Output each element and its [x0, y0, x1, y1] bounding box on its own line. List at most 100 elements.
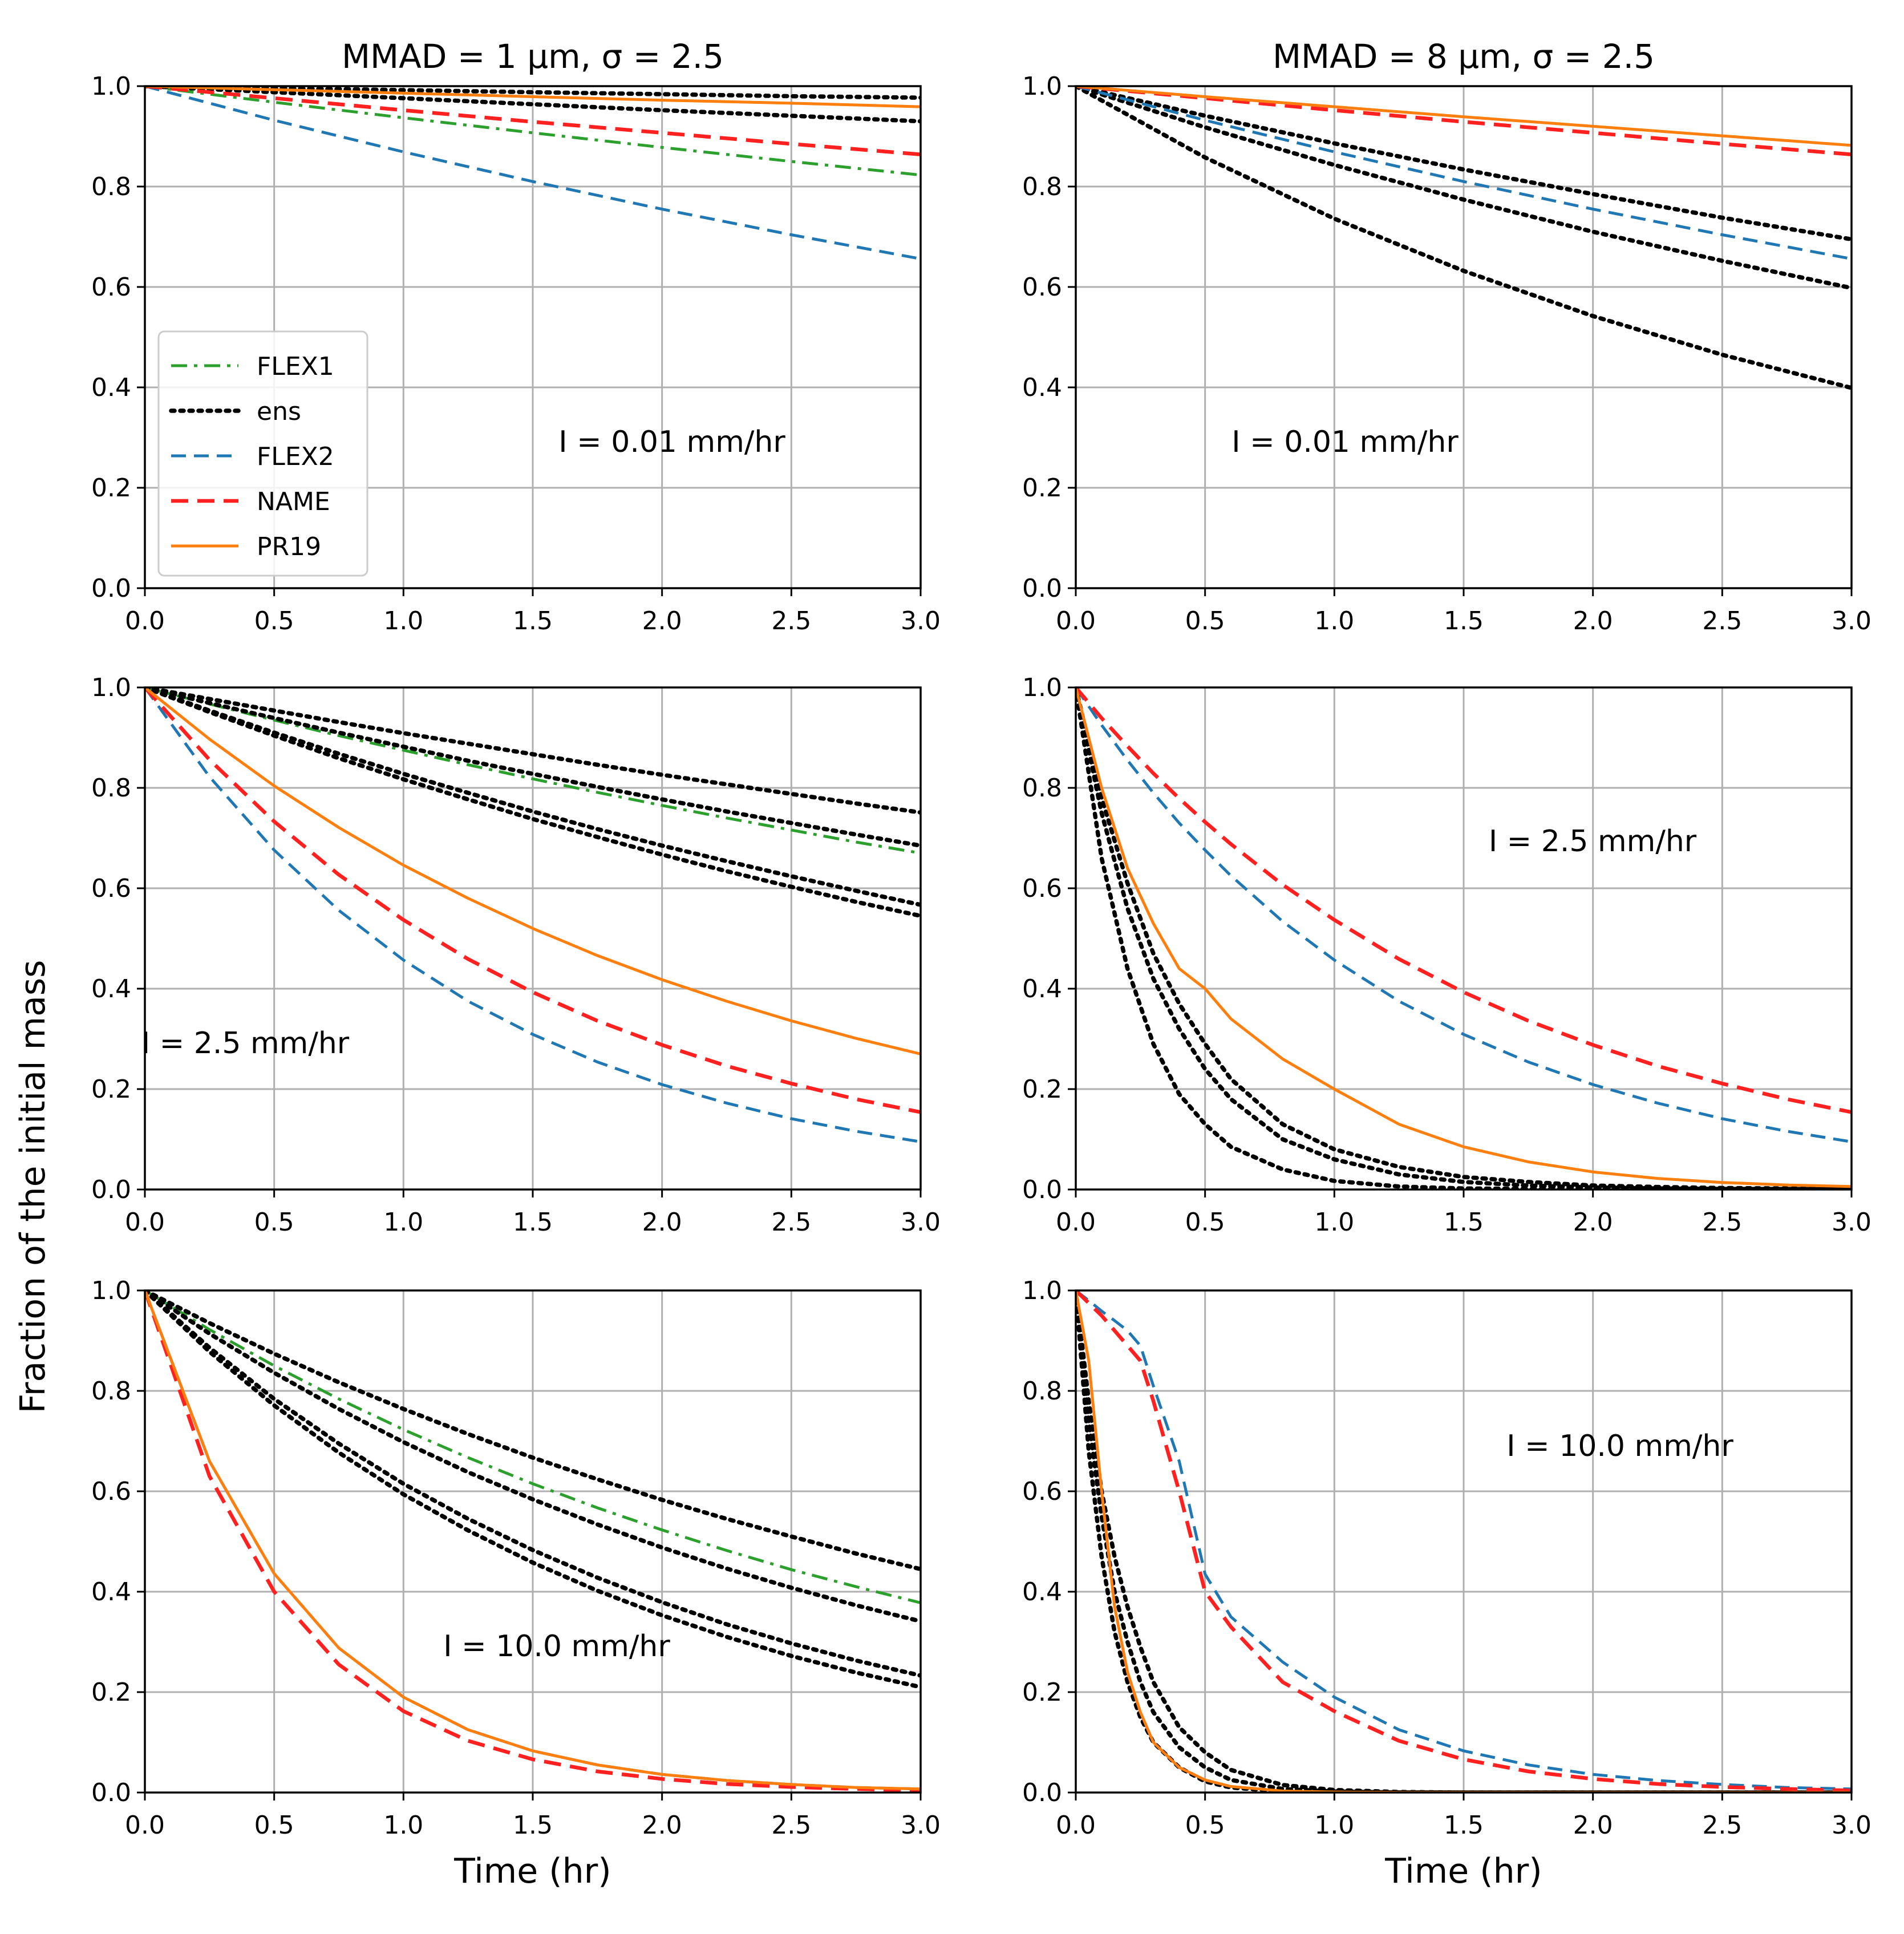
- series-line-pr19: [1076, 687, 1852, 1188]
- panel-r2-c2: 0.0 0.5 1.0 1.5 2.0 2.5 3.0 0.0 0.2 0.4 0.6 0.8 1.0 I…: [1022, 673, 1871, 1237]
- y-tick-label: 0.8: [1022, 172, 1062, 201]
- y-tick-label: 0.2: [1022, 474, 1062, 503]
- x-tick-label: 1.5: [1444, 1208, 1484, 1237]
- x-tick-label: 0.0: [125, 1811, 165, 1840]
- x-tick-label: 0.5: [1185, 1208, 1225, 1237]
- series-line-ens: [1076, 687, 1852, 1189]
- x-tick-label: 0.5: [1185, 1811, 1225, 1840]
- x-tick-label: 1.0: [1314, 606, 1354, 636]
- y-tick-label: 0.8: [91, 172, 131, 201]
- x-tick-label: 1.5: [1444, 606, 1484, 636]
- x-tick-label: 1.0: [1314, 1811, 1354, 1840]
- intensity-annotation: I = 10.0 mm/hr: [1506, 1429, 1733, 1463]
- series-line-ens: [145, 687, 921, 907]
- series-line-flex2: [1076, 1290, 1852, 1791]
- intensity-annotation: I = 0.01 mm/hr: [1231, 425, 1459, 459]
- y-tick-label: 0.6: [91, 273, 131, 302]
- y-tick-label: 0.6: [91, 1477, 131, 1506]
- x-tick-label: 1.0: [383, 606, 423, 636]
- panel-r1-c1: 0.0 0.5 1.0 1.5 2.0 2.5 3.0 0.0 0.2 0.4 0.6 0.8 1.0 M…: [91, 37, 941, 636]
- x-tick-label: 2.0: [1573, 1811, 1613, 1840]
- x-tick-label: 0.5: [254, 1208, 294, 1237]
- intensity-annotation: I = 2.5 mm/hr: [1489, 824, 1697, 859]
- x-tick-label: 1.5: [513, 1208, 553, 1237]
- y-tick-label: 0.2: [1022, 1075, 1062, 1104]
- x-tick-label: 2.0: [642, 606, 682, 636]
- y-tick-label: 0.2: [91, 1678, 131, 1707]
- panel-title: MMAD = 1 μm, σ = 2.5: [342, 37, 724, 76]
- series-line-ens: [145, 687, 921, 815]
- series-line-ens: [145, 687, 921, 919]
- y-tick-label: 0.0: [91, 1175, 131, 1204]
- y-tick-label: 0.4: [1022, 373, 1062, 402]
- x-tick-label: 0.0: [1056, 1811, 1096, 1840]
- panel-r2-c1: 0.0 0.5 1.0 1.5 2.0 2.5 3.0 0.0 0.2 0.4 0.6 0.8 1.0 I…: [91, 673, 941, 1237]
- series-line-ens: [145, 86, 921, 124]
- series-line-name: [145, 687, 921, 1114]
- y-tick-label: 0.4: [1022, 974, 1062, 1004]
- y-tick-label: 1.0: [91, 72, 131, 101]
- series-line-ens: [145, 1290, 921, 1689]
- x-axis-label: Time (hr): [1384, 1851, 1542, 1891]
- y-tick-label: 0.6: [91, 874, 131, 903]
- x-tick-label: 2.5: [1702, 1811, 1742, 1840]
- x-tick-label: 2.0: [642, 1208, 682, 1237]
- x-tick-label: 1.0: [383, 1208, 423, 1237]
- x-tick-label: 3.0: [1832, 1208, 1871, 1237]
- series-line-flex2: [1076, 687, 1852, 1143]
- y-tick-label: 0.4: [91, 1577, 131, 1607]
- series-line-pr19: [145, 1290, 921, 1791]
- y-tick-label: 0.4: [1022, 1577, 1062, 1607]
- x-tick-label: 3.0: [1832, 606, 1871, 636]
- y-tick-label: 0.8: [1022, 1377, 1062, 1406]
- y-tick-label: 0.2: [91, 474, 131, 503]
- y-tick-label: 1.0: [91, 1276, 131, 1305]
- x-tick-label: 1.0: [1314, 1208, 1354, 1237]
- series-line-flex2: [1076, 86, 1852, 261]
- y-tick-label: 0.2: [1022, 1678, 1062, 1707]
- panel-title: MMAD = 8 μm, σ = 2.5: [1273, 37, 1655, 76]
- series-line-ens: [1076, 1290, 1852, 1793]
- x-tick-label: 2.5: [771, 1811, 811, 1840]
- series-line-ens: [1076, 86, 1852, 242]
- y-tick-label: 1.0: [1022, 72, 1062, 101]
- y-tick-label: 0.0: [1022, 574, 1062, 603]
- figure-ylabel: Fraction of the initial mass: [13, 960, 53, 1414]
- x-tick-label: 0.0: [125, 1208, 165, 1237]
- x-tick-label: 1.5: [1444, 1811, 1484, 1840]
- x-tick-label: 2.0: [1573, 1208, 1613, 1237]
- x-tick-label: 3.0: [901, 1208, 941, 1237]
- series-line-flex1: [145, 1290, 921, 1604]
- panel-r3-c2: 0.0 0.5 1.0 1.5 2.0 2.5 3.0 0.0 0.2 0.4 0.6 0.8 1.0 T…: [1022, 1276, 1871, 1891]
- series-line-name: [1076, 687, 1852, 1114]
- series-line-flex2: [145, 687, 921, 1143]
- y-tick-label: 0.6: [1022, 273, 1062, 302]
- series-line-ens: [145, 1290, 921, 1572]
- series-line-pr19: [145, 687, 921, 1055]
- series-line-name: [145, 1290, 921, 1793]
- y-tick-label: 0.0: [1022, 1778, 1062, 1807]
- y-tick-label: 0.8: [91, 774, 131, 803]
- panel-r1-c2: 0.0 0.5 1.0 1.5 2.0 2.5 3.0 0.0 0.2 0.4 0.6 0.8 1.0 M…: [1022, 37, 1871, 636]
- panel-r3-c1: 0.0 0.5 1.0 1.5 2.0 2.5 3.0 0.0 0.2 0.4 0.6 0.8 1.0 T…: [91, 1276, 941, 1891]
- x-axis-label: Time (hr): [453, 1851, 611, 1891]
- y-tick-label: 0.2: [91, 1075, 131, 1104]
- series-line-ens: [1076, 1290, 1852, 1793]
- series-line-name: [1076, 1290, 1852, 1793]
- x-tick-label: 3.0: [901, 1811, 941, 1840]
- y-tick-label: 1.0: [1022, 1276, 1062, 1305]
- series-line-pr19: [145, 86, 921, 108]
- y-tick-label: 0.4: [91, 373, 131, 402]
- x-tick-label: 2.0: [642, 1811, 682, 1840]
- series-line-flex2: [145, 86, 921, 261]
- x-tick-label: 2.5: [1702, 606, 1742, 636]
- series-line-ens: [1076, 86, 1852, 290]
- y-tick-label: 0.6: [1022, 874, 1062, 903]
- x-tick-label: 1.5: [513, 1811, 553, 1840]
- legend-label-ens: ens: [257, 397, 301, 426]
- x-tick-label: 0.0: [1056, 1208, 1096, 1237]
- series-line-ens: [145, 86, 921, 100]
- series-line-ens: [1076, 86, 1852, 390]
- legend-label-pr19: PR19: [257, 532, 321, 561]
